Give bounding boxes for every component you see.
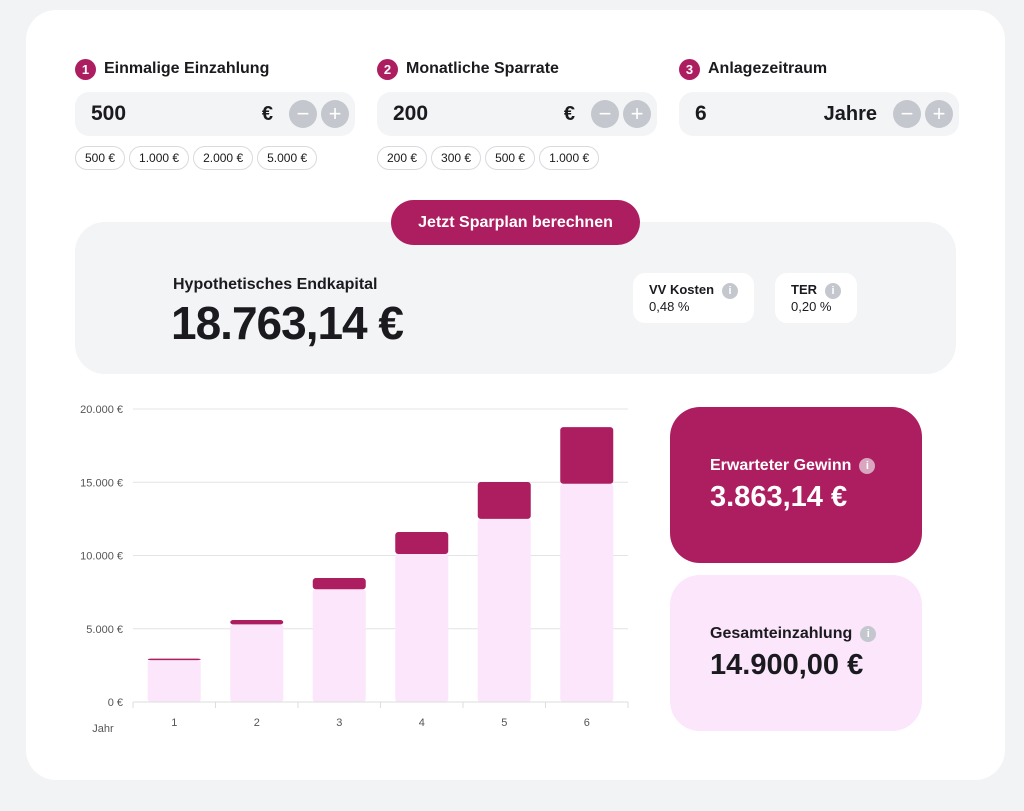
info-icon[interactable]: i bbox=[859, 457, 876, 474]
unit-label: Jahre bbox=[823, 102, 877, 125]
step-number: 1 bbox=[75, 58, 96, 80]
preset-chip[interactable]: 1.000 € bbox=[129, 146, 190, 170]
cost-label: VV Kosten bbox=[649, 282, 715, 297]
minus-button[interactable]: − bbox=[893, 100, 921, 128]
preset-chip[interactable]: 2.000 € bbox=[193, 146, 254, 170]
x-axis-label: Jahr bbox=[92, 723, 114, 735]
calculate-button[interactable]: Jetzt Sparplan berechnen bbox=[391, 200, 640, 245]
result-label: Hypothetisches Endkapital bbox=[173, 276, 378, 293]
plus-button[interactable]: + bbox=[623, 100, 651, 128]
value-input[interactable]: 200 € − + bbox=[377, 92, 657, 136]
step-number: 2 bbox=[377, 58, 398, 80]
bar-deposit bbox=[560, 483, 614, 702]
bar-gain bbox=[477, 481, 531, 519]
result-panel: Hypothetisches Endkapital 18.763,14 € VV… bbox=[75, 222, 956, 374]
x-tick-label: 6 bbox=[584, 717, 590, 729]
minus-button[interactable]: − bbox=[289, 100, 317, 128]
info-icon[interactable]: i bbox=[722, 282, 739, 299]
minus-button[interactable]: − bbox=[591, 100, 619, 128]
bar-deposit bbox=[312, 589, 366, 702]
x-tick-label: 3 bbox=[336, 717, 342, 729]
preset-chips: 500 €1.000 €2.000 €5.000 € bbox=[75, 146, 355, 170]
bar-deposit bbox=[477, 518, 531, 702]
y-tick-label: 5.000 € bbox=[86, 624, 123, 636]
cost-vv: VV Kosten i 0,48 % bbox=[633, 273, 755, 323]
x-tick-label: 4 bbox=[419, 717, 425, 729]
bar-gain bbox=[560, 427, 614, 484]
field-label: Monatliche Sparrate bbox=[406, 60, 559, 77]
value-input[interactable]: 6 Jahre − + bbox=[679, 92, 959, 136]
cost-value: 0,48 % bbox=[649, 298, 690, 314]
preset-chip[interactable]: 500 € bbox=[485, 146, 536, 170]
bar-deposit bbox=[230, 624, 284, 702]
deposit-value: 14.900,00 € bbox=[710, 649, 864, 681]
field-1: 1 Einmalige Einzahlung 500 € − + 500 €1.000 … bbox=[75, 58, 355, 170]
bar-gain bbox=[395, 532, 449, 555]
input-value[interactable]: 500 bbox=[91, 102, 127, 125]
field-label: Einmalige Einzahlung bbox=[104, 60, 270, 77]
preset-chip[interactable]: 500 € bbox=[75, 146, 126, 170]
preset-chips: 200 €300 €500 €1.000 € bbox=[377, 146, 657, 170]
savings-chart: 0 € 5.000 € 10.000 € 15.000 € 20.000 € Jahr 1 2… bbox=[80, 404, 629, 735]
bar-gain bbox=[147, 658, 201, 661]
value-input[interactable]: 500 € − + bbox=[75, 92, 355, 136]
x-tick-label: 2 bbox=[254, 717, 260, 729]
cost-ter: TER i 0,20 % bbox=[775, 273, 857, 323]
bar-gain bbox=[230, 619, 284, 625]
unit-label: € bbox=[261, 102, 273, 125]
y-tick-label: 15.000 € bbox=[80, 477, 123, 489]
field-2: 2 Monatliche Sparrate 200 € − + 200 €300 €50… bbox=[377, 58, 657, 170]
preset-chip[interactable]: 1.000 € bbox=[539, 146, 600, 170]
input-value[interactable]: 200 bbox=[393, 102, 429, 125]
info-icon[interactable]: i bbox=[860, 625, 877, 642]
result-value: 18.763,14 € bbox=[171, 297, 404, 349]
cost-value: 0,20 % bbox=[791, 298, 832, 314]
gain-label: Erwarteter Gewinn bbox=[710, 457, 852, 474]
info-icon[interactable]: i bbox=[825, 282, 841, 299]
field-3: 3 Anlagezeitraum 6 Jahre − + bbox=[679, 58, 959, 146]
field-label: Anlagezeitraum bbox=[708, 60, 828, 77]
bar-gain bbox=[312, 578, 366, 590]
plus-button[interactable]: + bbox=[321, 100, 349, 128]
input-value[interactable]: 6 bbox=[695, 102, 707, 125]
cost-label: TER bbox=[791, 282, 817, 297]
gain-card: Erwarteter Gewinn i 3.863,14 € bbox=[670, 407, 922, 563]
bar-deposit bbox=[395, 554, 449, 702]
x-tick-label: 5 bbox=[501, 717, 507, 729]
preset-chip[interactable]: 5.000 € bbox=[257, 146, 318, 170]
x-tick-label: 1 bbox=[171, 717, 177, 729]
unit-label: € bbox=[563, 102, 575, 125]
preset-chip[interactable]: 200 € bbox=[377, 146, 428, 170]
y-tick-label: 10.000 € bbox=[80, 551, 123, 563]
bar-deposit bbox=[147, 659, 201, 702]
step-number: 3 bbox=[679, 58, 700, 80]
plus-button[interactable]: + bbox=[925, 100, 953, 128]
y-tick-label: 20.000 € bbox=[80, 404, 123, 416]
preset-chip[interactable]: 300 € bbox=[431, 146, 482, 170]
deposit-label: Gesamteinzahlung bbox=[710, 625, 853, 642]
deposit-card: Gesamteinzahlung i 14.900,00 € bbox=[670, 575, 922, 731]
gain-value: 3.863,14 € bbox=[710, 481, 848, 513]
y-tick-label: 0 € bbox=[108, 697, 123, 709]
